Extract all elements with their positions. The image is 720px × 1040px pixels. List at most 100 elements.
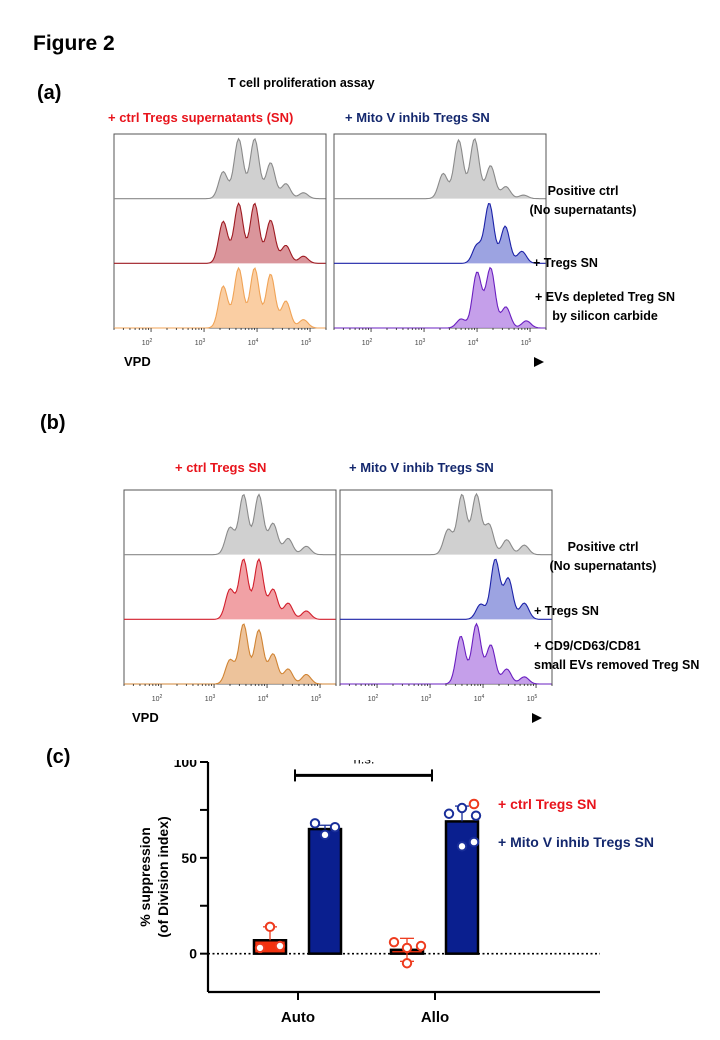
x-tick-label: Allo <box>421 1009 449 1026</box>
y-axis-label-line: (of Division index) <box>155 816 171 937</box>
panel-b-row-label-small-evs-removed: + CD9/CD63/CD81 small EVs removed Treg S… <box>534 637 699 675</box>
data-point <box>415 940 427 952</box>
panel-b-row-label-tregs: + Tregs SN <box>534 602 599 621</box>
y-tick-label: 50 <box>181 850 197 866</box>
x-tick-label: 104 <box>248 338 259 347</box>
panel-b-xaxis-label: VPD <box>132 710 159 725</box>
data-point <box>443 808 455 819</box>
x-tick-label: 104 <box>258 694 269 703</box>
histogram-area <box>124 494 336 555</box>
x-tick-label: 102 <box>368 694 379 703</box>
row-label-line: + CD9/CD63/CD81 <box>534 639 641 653</box>
histogram-area <box>334 203 546 264</box>
bar <box>307 827 343 955</box>
x-tick-label: 102 <box>142 338 153 347</box>
legend-label: + ctrl Tregs SN <box>498 796 596 812</box>
histogram-area <box>340 623 552 684</box>
data-point <box>388 936 400 948</box>
row-label-line: Positive ctrl <box>547 184 619 198</box>
panel-a-row-label-positive: Positive ctrl (No supernatants) <box>518 182 648 220</box>
panel-a-vpd-arrow <box>172 357 544 367</box>
x-tick-label: Auto <box>281 1009 315 1026</box>
x-tick-label: 105 <box>301 338 312 347</box>
data-point <box>470 810 482 821</box>
histogram-panel-a-right: 102 103 104 105 <box>333 133 547 347</box>
plot-frame <box>333 133 547 329</box>
histogram-area <box>124 624 336 684</box>
x-tick-label: 102 <box>362 338 373 347</box>
y-tick-label: 0 <box>189 946 197 962</box>
panel-a-row-label-tregs: + Tregs SN <box>533 254 598 273</box>
row-label-line: small EVs removed Treg SN <box>534 658 700 672</box>
x-tick-label: 105 <box>521 338 532 347</box>
x-tick-label: 102 <box>152 694 163 703</box>
legend-label: + Mito V inhib Tregs SN <box>498 834 654 850</box>
data-point <box>264 921 276 933</box>
legend-marker <box>468 836 480 848</box>
bar-chart-panel-c: 0 50 100 % suppression (of Division index) Au… <box>137 760 654 1026</box>
panel-b-vpd-arrow <box>180 713 542 723</box>
x-tick-label: 105 <box>527 694 538 703</box>
histogram-line <box>334 137 546 200</box>
histogram-line <box>340 492 552 556</box>
panel-b-left-title: + ctrl Tregs SN <box>175 460 267 475</box>
x-tick-label: 104 <box>474 694 485 703</box>
row-label-line: (No supernatants) <box>549 559 657 573</box>
histogram-area <box>114 138 326 199</box>
y-tick-label: 100 <box>174 760 198 770</box>
data-point <box>254 942 266 954</box>
histogram-area <box>340 493 552 555</box>
significance-label: n.s. <box>354 760 375 766</box>
panel-a-left-title: + ctrl Tregs supernatants (SN) <box>108 110 294 125</box>
histogram-area <box>334 267 546 328</box>
histogram-area <box>334 138 546 199</box>
panel-a-row-label-evs-depleted: + EVs depleted Treg SN by silicon carbid… <box>530 288 680 326</box>
legend-marker <box>468 798 480 810</box>
x-tick-label: 103 <box>205 694 216 703</box>
x-tick-label: 103 <box>195 338 206 347</box>
histogram-line <box>124 623 336 685</box>
panel-a-label: (a) <box>37 82 62 104</box>
data-point <box>319 829 331 841</box>
panel-a-xaxis-label: VPD <box>124 354 151 369</box>
row-label-line: + Tregs SN <box>533 256 598 270</box>
histogram-line <box>124 558 336 620</box>
x-tick-label: 103 <box>415 338 426 347</box>
histogram-panel-b-left: 102 103 104 105 <box>123 489 337 703</box>
row-label-line: (No supernatants) <box>529 203 637 217</box>
assay-title: T cell proliferation assay <box>228 76 375 90</box>
y-axis-label-line: % suppression <box>137 827 153 927</box>
x-tick-label: 104 <box>468 338 479 347</box>
histogram-line <box>124 493 336 556</box>
panel-b-label: (b) <box>40 412 66 434</box>
panel-b-row-label-positive: Positive ctrl (No supernatants) <box>538 538 668 576</box>
y-axis-label: % suppression (of Division index) <box>137 816 171 937</box>
data-point <box>401 942 413 954</box>
histogram-panel-a-left: 102 103 104 105 <box>113 133 327 347</box>
data-point <box>329 821 341 833</box>
histogram-line <box>114 202 326 264</box>
row-label-line: + EVs depleted Treg SN <box>535 290 675 304</box>
row-label-line: by silicon carbide <box>552 309 658 323</box>
panel-b-right-title: + Mito V inhib Tregs SN <box>349 460 494 475</box>
panel-c-label: (c) <box>46 746 71 768</box>
histogram-line <box>334 266 546 329</box>
data-point <box>274 940 286 952</box>
figure-title: Figure 2 <box>33 32 115 55</box>
plot-frame <box>339 489 553 685</box>
histogram-line <box>114 137 326 200</box>
histogram-line <box>340 558 552 620</box>
histogram-line <box>340 622 552 685</box>
histogram-line <box>334 202 546 264</box>
panel-a-right-title: + Mito V inhib Tregs SN <box>345 110 490 125</box>
histogram-panel-b-right: 102 103 104 105 <box>339 489 553 703</box>
data-point <box>309 818 321 829</box>
data-point <box>456 802 468 814</box>
row-label-line: + Tregs SN <box>534 604 599 618</box>
data-point <box>401 958 413 969</box>
data-point <box>456 841 468 852</box>
x-tick-label: 103 <box>421 694 432 703</box>
histogram-line <box>114 266 326 329</box>
row-label-line: Positive ctrl <box>567 540 639 554</box>
x-tick-label: 105 <box>311 694 322 703</box>
